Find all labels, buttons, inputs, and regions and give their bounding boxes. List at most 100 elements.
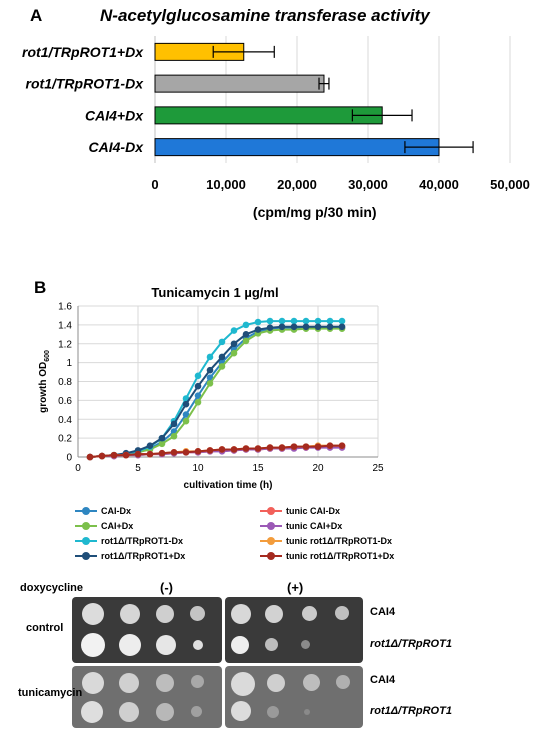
data-point [146,450,154,458]
data-point [290,323,298,331]
plate-tunicamycin-minus [72,666,222,728]
bar [154,138,440,157]
data-point [242,445,250,452]
strain-rot1-control: rot1Δ/TRpROT1 [370,638,452,650]
data-point [326,317,334,325]
x-tick-label: 15 [252,463,264,474]
colony-spot [156,703,174,721]
data-point [194,398,202,406]
data-point [242,337,250,345]
y-axis-label-main: growth OD [38,362,49,413]
x-tick-label: 30,000 [348,177,388,192]
x-tick-label: 10,000 [206,177,246,192]
series-line [89,325,342,458]
control-label: control [26,622,64,634]
data-point [206,366,214,374]
x-tick-label: 20 [312,463,324,474]
colony-spot [335,606,349,620]
line-chart-title: Tunicamycin 1 µg/ml [151,285,278,300]
plus-dox-label: (+) [287,580,304,595]
x-tick-label: 40,000 [419,177,459,192]
legend-item-tunic-rot1-minus: tunic rot1Δ/TRpROT1-Dx [260,536,392,546]
data-point [338,323,346,331]
colony-spot [265,605,283,623]
data-point [230,446,238,453]
legend-label: tunic CAI+Dx [286,521,343,531]
legend-item-cai-minus: CAI-Dx [75,506,131,516]
category-label: CAI4-Dx [89,139,145,155]
data-point [266,324,274,332]
data-point [290,443,298,450]
data-point [158,449,166,457]
data-point [266,444,274,451]
category-label: CAI4+Dx [85,107,144,123]
legend-label: CAI+Dx [101,521,134,531]
bar-chart-title: N-acetylglucosamine transferase activity [100,6,430,26]
x-tick-label: 0 [75,463,81,474]
bar [154,74,325,93]
colony-spot [81,633,105,657]
legend-label: rot1Δ/TRpROT1-Dx [101,536,183,546]
series-line [89,320,342,458]
x-tick-label: 25 [372,463,384,474]
data-point [98,452,106,460]
plate-control-plus [225,597,363,663]
data-point [146,442,154,449]
plate-tunicamycin-plus [225,666,363,728]
bar-chart-title-rest: -acetylglucosamine transferase activity [112,6,430,25]
data-point [218,446,226,453]
data-point [122,451,130,459]
legend-item-tunic-cai-minus: tunic CAI-Dx [260,506,340,516]
colony-spot [82,603,104,625]
data-point [194,448,202,455]
y-tick-label: 1.2 [58,339,72,350]
colony-spot [304,709,310,715]
colony-spot [267,674,285,692]
data-point [206,380,214,387]
data-point [254,326,262,333]
y-tick-label: 0.4 [58,415,72,426]
data-point [242,331,250,338]
y-tick-label: 1.6 [58,302,72,313]
tunicamycin-label: tunicamycin [18,687,83,699]
data-point [194,392,202,399]
data-point [254,318,262,326]
y-axis-label: growth OD600 [38,350,51,413]
legend-label: rot1Δ/TRpROT1+Dx [101,551,186,561]
legend-item-tunic-rot1-plus: tunic rot1Δ/TRpROT1+Dx [260,551,394,561]
colony-spot [119,634,141,656]
data-point [338,442,346,449]
strain-cai4-control: CAI4 [370,606,396,618]
data-point [302,317,310,325]
data-point [278,317,286,325]
x-tick-label: 0 [151,177,158,192]
series-line [89,444,342,458]
data-point [326,442,334,449]
bar-chart-title-italic: N [100,6,113,25]
data-point [314,443,322,450]
colony-spot [231,636,249,654]
data-point [182,417,190,425]
data-point [206,447,214,454]
colony-spot [119,673,139,693]
y-tick-label: 0.2 [58,434,72,445]
data-point [278,444,286,451]
x-tick-label: 10 [192,463,204,474]
colony-spot [81,701,103,723]
category-label: rot1/TRpROT1+Dx [22,44,144,60]
y-tick-label: 0 [66,453,72,464]
data-point [314,323,322,331]
bar [154,106,383,125]
colony-spot [193,640,203,650]
data-point [170,432,178,440]
colony-spot [156,635,176,655]
data-point [110,451,118,459]
colony-spot [82,672,104,694]
minus-dox-label: (-) [160,580,173,595]
colony-spot [156,674,174,692]
data-point [218,338,226,346]
category-label: rot1/TRpROT1-Dx [26,76,145,92]
data-point [170,420,178,428]
data-point [230,349,238,357]
data-point [218,363,226,370]
